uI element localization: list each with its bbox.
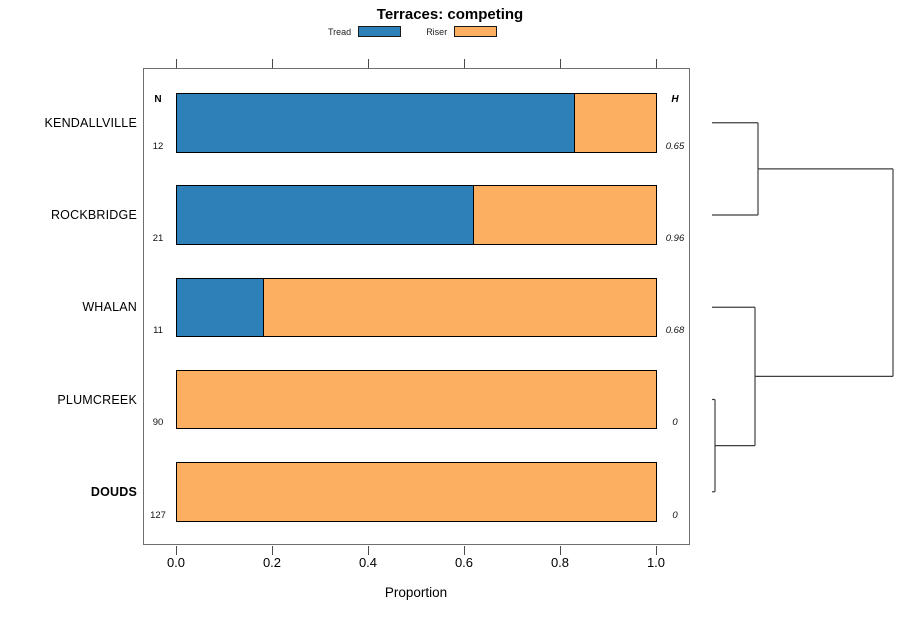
axis-tick-label: 0.8	[550, 555, 570, 570]
bar-segment-tread	[177, 94, 575, 152]
bar-plumcreek	[176, 369, 657, 430]
bar-kendallville	[176, 93, 657, 153]
axis-tick-bottom	[560, 546, 561, 555]
n-column-header: N	[154, 94, 162, 105]
axis-tick-label: 0.0	[166, 555, 186, 570]
axis-tick-bottom	[272, 546, 273, 555]
legend-label-tread: Tread	[328, 26, 352, 37]
legend-label-riser: Riser	[426, 26, 448, 37]
axis-tick-bottom	[656, 546, 657, 555]
row-label-whalan: WHALAN	[82, 300, 137, 315]
row-label-plumcreek: PLUMCREEK	[57, 392, 137, 407]
axis-tick-bottom	[464, 546, 465, 555]
axis-tick-top	[464, 59, 465, 68]
n-value: 12	[152, 140, 164, 152]
row-label-kendallville: KENDALLVILLE	[44, 115, 137, 130]
legend-item-tread: Tread	[328, 26, 402, 37]
bar-segment-riser	[177, 370, 656, 429]
n-value: 127	[150, 509, 166, 521]
bar-segment-riser	[474, 186, 656, 244]
legend-swatch-tread	[358, 26, 402, 37]
legend-swatch-riser	[454, 26, 498, 37]
bar-rockbridge	[176, 185, 657, 245]
legend: Tread Riser	[328, 26, 498, 37]
n-value: 11	[153, 325, 163, 336]
h-column-header: H	[671, 94, 679, 105]
chart-title: Terraces: competing	[376, 6, 524, 23]
n-value: 90	[152, 417, 164, 429]
x-axis-label: Proportion	[384, 585, 448, 600]
row-label-douds: DOUDS	[90, 484, 137, 499]
axis-tick-label: 0.2	[262, 555, 282, 570]
axis-tick-top	[656, 59, 657, 68]
h-value: 0.96	[665, 232, 685, 244]
bar-segment-tread	[177, 278, 265, 336]
h-value: 0	[672, 417, 678, 429]
bar-segment-riser	[264, 278, 656, 336]
axis-tick-label: 0.4	[358, 555, 378, 570]
axis-tick-top	[176, 59, 177, 68]
axis-tick-label: 1.0	[646, 555, 666, 570]
legend-item-riser: Riser	[426, 26, 498, 37]
h-value: 0.65	[665, 140, 685, 152]
h-value: 0	[672, 509, 678, 521]
bar-douds	[176, 462, 657, 522]
bar-segment-riser	[177, 463, 656, 521]
bar-segment-riser	[574, 94, 656, 152]
n-value: 21	[152, 232, 164, 244]
axis-tick-top	[560, 59, 561, 68]
bar-segment-tread	[177, 186, 475, 244]
axis-tick-top	[368, 59, 369, 68]
h-value: 0.68	[665, 325, 685, 336]
axis-tick-label: 0.6	[454, 555, 474, 570]
axis-tick-bottom	[176, 546, 177, 555]
bar-whalan	[176, 277, 657, 337]
row-label-rockbridge: ROCKBRIDGE	[50, 208, 137, 222]
axis-tick-top	[272, 59, 273, 68]
plot-area	[143, 68, 690, 545]
axis-tick-bottom	[368, 546, 369, 555]
